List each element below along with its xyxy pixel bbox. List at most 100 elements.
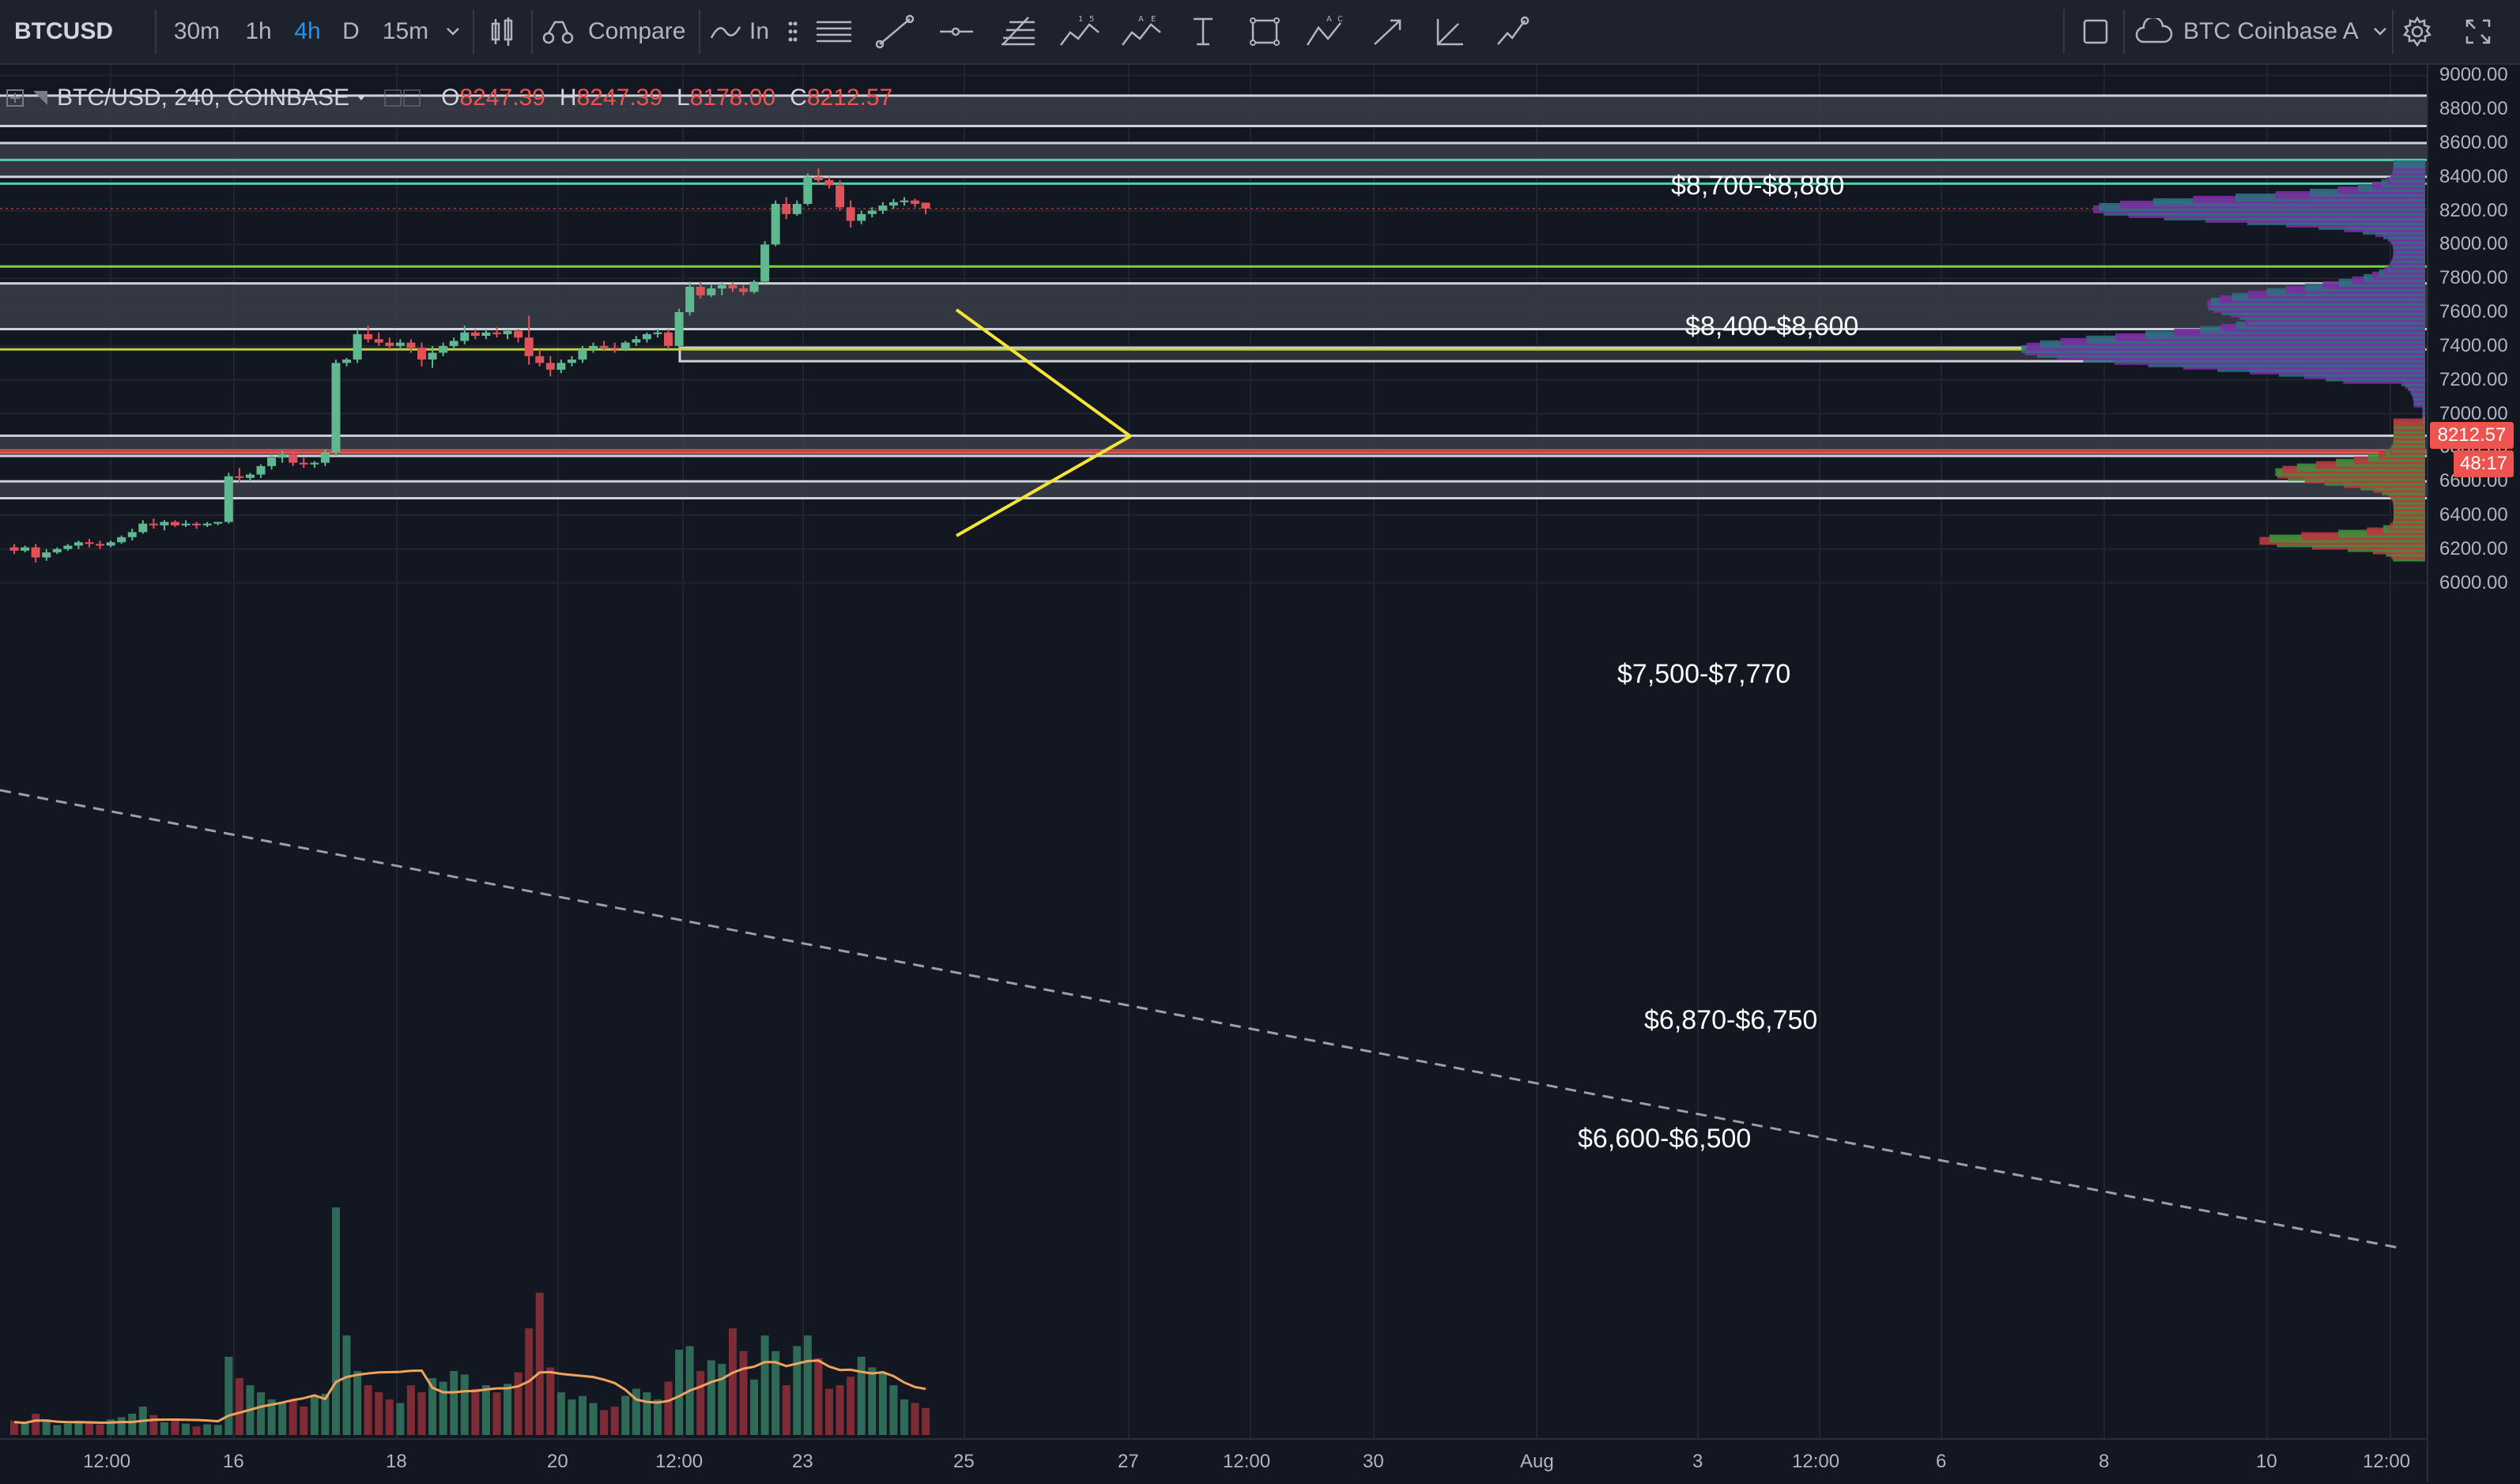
candle-body <box>138 523 148 533</box>
angle-icon[interactable] <box>1421 8 1478 55</box>
volume-profile-bar <box>2393 418 2425 427</box>
candle-body <box>277 454 287 458</box>
volume-bar <box>85 1422 93 1435</box>
rectangle-icon[interactable] <box>1236 8 1293 55</box>
volume-bar <box>235 1378 243 1435</box>
svg-text:C: C <box>1337 15 1343 24</box>
candle-body <box>610 348 620 350</box>
dashed-trendline <box>0 789 2404 1250</box>
time-axis-label: 6 <box>1936 1451 1947 1472</box>
chart-layout-button[interactable]: BTC Coinbase A <box>2134 0 2387 63</box>
candle-body <box>653 332 662 334</box>
candle-body <box>836 185 845 208</box>
candle-body <box>589 345 598 350</box>
volume-bar <box>632 1388 640 1435</box>
candle-body <box>74 542 83 546</box>
time-axis-label: 30 <box>1363 1451 1384 1472</box>
volume-bar <box>556 1392 565 1435</box>
trendline-icon[interactable] <box>866 8 923 55</box>
drag-handle-icon[interactable] <box>783 8 803 55</box>
compare-button[interactable]: Compare <box>541 0 691 63</box>
ohlc-high-value: 8247.39 <box>576 85 663 111</box>
time-axis[interactable]: 12:00 16 18 20 12:00 23 25 27 12:00 30 Aug 3 12:00 6 8… <box>0 1438 2427 1484</box>
interval-d-button[interactable]: D <box>342 18 360 44</box>
interval-15m-button[interactable]: 15m <box>382 18 429 44</box>
svg-text:5: 5 <box>1089 15 1094 24</box>
candle-body <box>524 337 534 356</box>
volume-bar <box>675 1350 684 1435</box>
arrow-icon[interactable] <box>1360 8 1417 55</box>
zone-z3 <box>0 283 2427 330</box>
chart-legend: BTC/USD, 240, COINBASE O 8247.39 H 8247.39… <box>6 77 892 119</box>
indicators-button[interactable]: In <box>710 0 789 63</box>
volume-bar <box>182 1423 191 1435</box>
symbol-search-button[interactable]: BTCUSD <box>14 18 113 44</box>
candle-body <box>149 523 158 525</box>
volume-bar <box>868 1367 877 1435</box>
candle-body <box>331 363 341 453</box>
volume-bar <box>793 1346 802 1435</box>
checkbox-icon[interactable] <box>2076 0 2115 63</box>
candle-body <box>717 284 726 289</box>
volume-bar <box>568 1399 576 1435</box>
interval-dropdown-icon[interactable] <box>439 0 466 63</box>
svg-text:A: A <box>1138 15 1144 24</box>
chart-area[interactable] <box>0 65 2427 1438</box>
legend-hide-icon[interactable] <box>384 89 421 107</box>
candle-body <box>888 202 898 206</box>
legend-expand-icon[interactable] <box>6 89 24 107</box>
text-icon[interactable] <box>1175 8 1232 55</box>
candle-body <box>406 342 416 348</box>
legend-flag-icon[interactable] <box>32 89 49 107</box>
volume-bar <box>289 1400 297 1435</box>
candle-body <box>127 532 137 537</box>
interval-30m-button[interactable]: 30m <box>173 18 221 44</box>
candle-body <box>213 522 223 524</box>
volume-bar <box>911 1403 919 1435</box>
horizontal-lines-icon[interactable] <box>805 8 862 55</box>
price-axis-label: 6400.00 <box>2439 503 2508 525</box>
candle-body <box>417 348 427 360</box>
settings-icon[interactable] <box>2395 0 2439 63</box>
interval-1h-button[interactable]: 1h <box>245 18 272 44</box>
time-axis-label: 12:00 <box>2363 1451 2411 1472</box>
time-axis-label: 12:00 <box>1792 1451 1840 1472</box>
horizontal-ray-icon[interactable] <box>928 8 985 55</box>
candle-body <box>514 330 523 338</box>
volume-bar <box>760 1335 769 1435</box>
toolbar-divider <box>2063 9 2065 54</box>
fib-icon[interactable] <box>990 8 1047 55</box>
time-axis-label: 18 <box>386 1451 407 1472</box>
volume-bar <box>803 1335 812 1435</box>
candle-body <box>674 312 684 346</box>
volume-bar <box>32 1414 40 1435</box>
interval-4h-button[interactable]: 4h <box>294 18 321 44</box>
ohlc-close-key: C <box>790 85 807 111</box>
time-axis-label: 12:00 <box>655 1451 704 1472</box>
candles-icon[interactable] <box>479 0 526 63</box>
drawn-lines <box>0 158 2427 1250</box>
candle-body <box>664 332 673 346</box>
volume-bar <box>707 1360 715 1435</box>
chevron-down-icon <box>2373 27 2387 36</box>
candle-body <box>289 454 298 463</box>
price-axis-label: 7800.00 <box>2439 267 2508 289</box>
legend-symbol-title[interactable]: BTC/USD, 240, COINBASE <box>57 85 350 111</box>
volume-bar <box>128 1414 137 1435</box>
volume-bar <box>718 1364 726 1435</box>
candle-body <box>707 288 716 296</box>
legend-dropdown-icon[interactable] <box>356 94 367 102</box>
price-axis[interactable]: 9000.00 8800.00 8600.00 8400.00 8200.00 8000.… <box>2427 64 2520 1482</box>
volume-bar <box>396 1403 405 1435</box>
triangle-lower-line <box>956 435 1131 537</box>
toolbar-divider <box>155 9 157 54</box>
fullscreen-icon[interactable] <box>2450 0 2506 63</box>
volume-bar <box>814 1358 823 1435</box>
volume-bar <box>353 1371 362 1435</box>
volume-bar <box>171 1421 179 1435</box>
measure-icon[interactable] <box>1483 8 1540 55</box>
volume-bar <box>922 1407 930 1435</box>
